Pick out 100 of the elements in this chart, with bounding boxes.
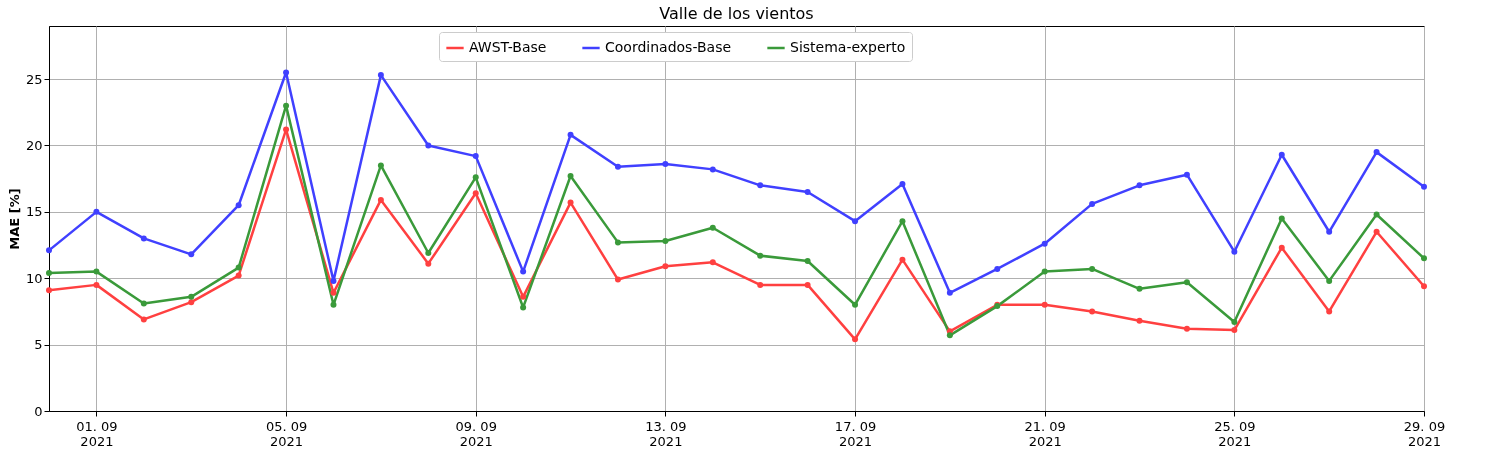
point [520,268,527,275]
point [330,289,337,296]
point [899,256,906,263]
point [614,239,621,246]
legend-label: AWST-Base [469,39,547,55]
point [709,224,716,231]
x-tick-label: 25. 09 2021 [1214,418,1256,449]
point [567,131,574,138]
point [1373,211,1380,218]
point [946,332,953,339]
point [283,102,290,109]
y-tick-label: 0 [34,403,43,419]
point [1231,319,1238,326]
point [1231,248,1238,255]
point [1089,265,1096,272]
point [520,293,527,300]
x-tick-label: 17. 09 2021 [834,418,877,449]
point [1183,279,1190,286]
point [93,281,100,288]
point [330,301,337,308]
point [1278,215,1285,222]
point [188,293,195,300]
point [330,277,337,284]
point [93,268,100,275]
point [662,263,669,270]
y-tick-label: 15 [25,204,43,220]
point [1041,240,1048,247]
point [614,276,621,283]
point [520,304,527,311]
y-tick-label: 10 [25,270,43,286]
point [899,218,906,225]
x-tick-label: 09. 09 2021 [455,418,497,449]
point [140,235,147,242]
point [1326,308,1333,315]
point [1373,149,1380,156]
point [1278,244,1285,251]
point [852,336,859,343]
point [1326,277,1333,284]
point [425,142,432,149]
point [1421,255,1427,262]
chart-title: Valle de los vientos [659,4,814,23]
point [377,162,384,169]
point [235,272,242,279]
point [1136,285,1143,292]
point [994,265,1001,272]
point [1326,228,1333,235]
point [757,252,764,259]
point [662,161,669,168]
point [899,180,906,187]
point [1373,228,1380,235]
x-tick-label: 21. 09 2021 [1024,418,1066,449]
point [1183,171,1190,178]
y-tick-label: 25 [25,71,43,87]
point [1041,301,1048,308]
point [1136,317,1143,324]
point [377,72,384,79]
x-tick-label: 05. 09 2021 [265,418,308,449]
x-tick-label: 01. 09 2021 [76,418,118,449]
point [425,250,432,257]
point [472,174,479,181]
point [852,301,859,308]
point [1041,268,1048,275]
point [93,208,100,215]
point [472,190,479,197]
point [46,247,52,254]
point [377,196,384,203]
x-tick-label: 29. 09 2021 [1403,418,1446,449]
point [283,126,290,133]
point [804,281,811,288]
point [946,289,953,296]
point [709,166,716,173]
point [1231,327,1238,334]
point [1089,200,1096,207]
y-tick-label: 20 [25,137,43,153]
point [235,202,242,209]
point [188,299,195,306]
point [614,163,621,170]
point [567,173,574,180]
y-axis-title: MAE [%] [6,188,22,250]
point [1421,183,1427,190]
point [757,281,764,288]
y-tick-label: 5 [34,337,43,353]
point [804,257,811,264]
point [804,188,811,195]
point [46,269,52,276]
point [140,300,147,307]
legend-label: Coordinados-Base [605,39,732,55]
x-tick-label: 13. 09 2021 [645,418,687,449]
point [1136,182,1143,189]
point [567,199,574,206]
point [283,69,290,76]
point [472,153,479,160]
point [188,251,195,258]
point [1089,308,1096,315]
point [140,316,147,323]
point [425,260,432,267]
point [46,287,52,294]
point [757,182,764,189]
legend-label: Sistema-experto [790,39,906,55]
point [1183,325,1190,332]
